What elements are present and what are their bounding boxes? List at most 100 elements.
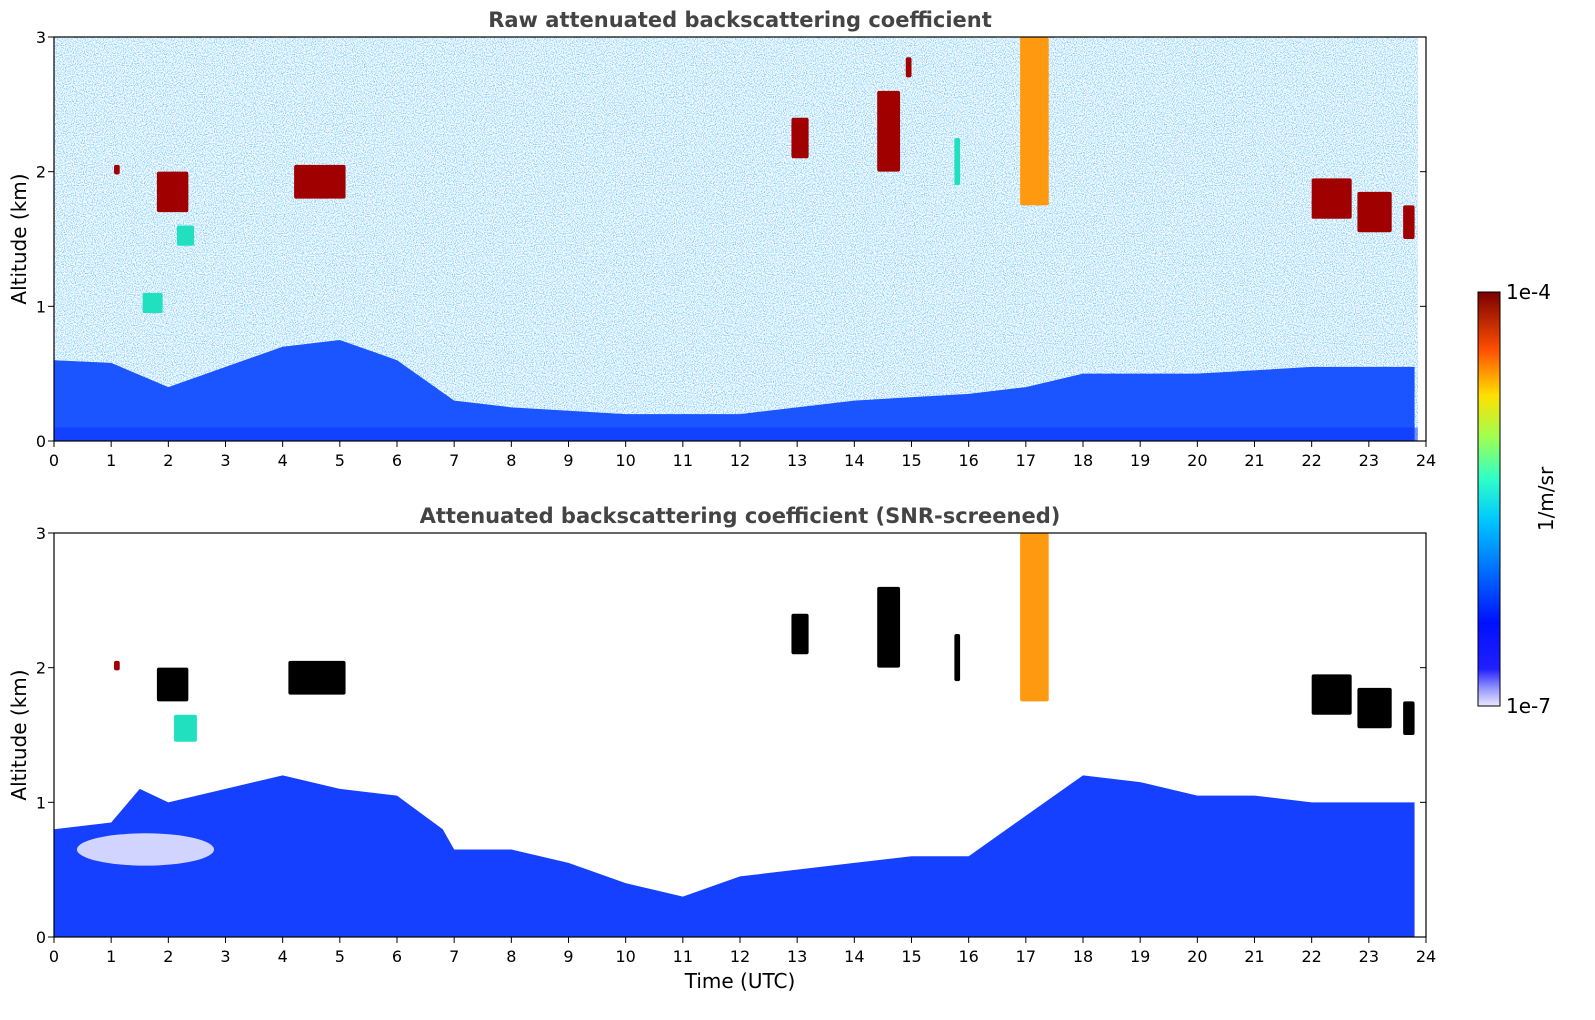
boundary-layer <box>54 340 1415 441</box>
cloud-feature <box>877 90 901 172</box>
x-tick-label: 0 <box>49 451 59 470</box>
x-tick-label: 22 <box>1301 947 1321 966</box>
x-tick-label: 19 <box>1130 451 1150 470</box>
colorbar-max-label: 1e-4 <box>1506 280 1551 304</box>
x-tick-label: 14 <box>844 947 864 966</box>
panel-screened-xlabel: Time (UTC) <box>684 969 796 993</box>
x-tick-label: 8 <box>506 451 516 470</box>
x-tick-label: 17 <box>1016 451 1036 470</box>
x-tick-label: 12 <box>730 947 750 966</box>
panel-raw: Raw attenuated backscattering coefficien… <box>7 8 1436 470</box>
x-tick-label: 20 <box>1187 947 1207 966</box>
x-tick-label: 8 <box>506 947 516 966</box>
x-tick-label: 4 <box>278 947 288 966</box>
cloud-feature <box>791 117 809 159</box>
x-tick-label: 6 <box>392 947 402 966</box>
panel-raw-x-ticks: 0 1 2 3 4 5 6 7 8 9 10 11 12 13 14 15 16 17 18 19 20 21 22 23 24 <box>49 441 1436 470</box>
y-tick-label: 3 <box>36 524 46 543</box>
cloud-feature <box>1020 533 1049 702</box>
colorbar: 1e-4 1e-7 1/m/sr <box>1477 280 1558 718</box>
x-tick-label: 21 <box>1244 451 1264 470</box>
x-tick-label: 22 <box>1301 451 1321 470</box>
cloud-feature <box>954 634 961 682</box>
cloud-feature <box>1311 178 1352 219</box>
cloud-feature <box>1403 205 1415 239</box>
x-tick-label: 19 <box>1130 947 1150 966</box>
cloud-feature <box>954 138 961 186</box>
panel-raw-y-ticks: 0 1 2 3 <box>36 28 1426 451</box>
cloud-feature <box>142 292 163 314</box>
cloud-feature <box>156 171 189 213</box>
y-tick-label: 3 <box>36 28 46 47</box>
x-tick-label: 16 <box>958 947 978 966</box>
x-tick-label: 18 <box>1073 947 1093 966</box>
y-tick-label: 0 <box>36 928 46 947</box>
colorbar-min-label: 1e-7 <box>1506 694 1551 718</box>
x-tick-label: 16 <box>958 451 978 470</box>
cloud-feature <box>1357 687 1392 729</box>
y-tick-label: 2 <box>36 163 46 182</box>
x-tick-label: 4 <box>278 451 288 470</box>
cloud-feature <box>1357 191 1392 233</box>
y-tick-label: 1 <box>36 793 46 812</box>
x-tick-label: 5 <box>335 451 345 470</box>
residual-layer <box>76 833 215 866</box>
x-tick-label: 12 <box>730 451 750 470</box>
cloud-feature <box>156 667 189 702</box>
x-tick-label: 20 <box>1187 451 1207 470</box>
panel-screened-ylabel: Altitude (km) <box>7 669 31 800</box>
cloud-feature <box>1403 701 1415 735</box>
cloud-feature <box>1020 37 1049 206</box>
surface-layer <box>54 427 1418 441</box>
y-tick-label: 1 <box>36 297 46 316</box>
y-tick-label: 2 <box>36 659 46 678</box>
x-tick-label: 2 <box>163 947 173 966</box>
panel-screened-title: Attenuated backscattering coefficient (S… <box>420 504 1061 528</box>
panel-raw-plot <box>54 37 1418 441</box>
panel-raw-title: Raw attenuated backscattering coefficien… <box>488 8 992 32</box>
panel-screened-x-ticks: 0 1 2 3 4 5 6 7 8 9 10 11 12 13 14 15 16 17 18 19 20 21 22 23 24 <box>49 937 1436 966</box>
cloud-feature <box>294 164 346 199</box>
x-tick-label: 15 <box>901 947 921 966</box>
x-tick-label: 10 <box>615 947 635 966</box>
cloud-feature <box>288 660 346 695</box>
x-tick-label: 11 <box>673 947 693 966</box>
x-tick-label: 1 <box>106 451 116 470</box>
cloud-feature <box>114 660 120 671</box>
x-tick-label: 9 <box>563 947 573 966</box>
cloud-feature <box>791 613 809 655</box>
cloud-feature <box>174 714 197 742</box>
x-tick-label: 17 <box>1016 947 1036 966</box>
cloud-feature <box>114 164 120 175</box>
x-tick-label: 1 <box>106 947 116 966</box>
x-tick-label: 5 <box>335 947 345 966</box>
x-tick-label: 3 <box>220 947 230 966</box>
x-tick-label: 24 <box>1416 451 1436 470</box>
x-tick-label: 23 <box>1359 947 1379 966</box>
panel-raw-ylabel: Altitude (km) <box>7 173 31 304</box>
panel-screened-y-ticks: 0 1 2 3 <box>36 524 1426 947</box>
panel-screened-plot <box>54 533 1415 937</box>
x-tick-label: 13 <box>787 947 807 966</box>
x-tick-label: 9 <box>563 451 573 470</box>
x-tick-label: 0 <box>49 947 59 966</box>
y-tick-label: 0 <box>36 432 46 451</box>
x-tick-label: 13 <box>787 451 807 470</box>
panel-screened: Attenuated backscattering coefficient (S… <box>7 504 1436 993</box>
x-tick-label: 24 <box>1416 947 1436 966</box>
x-tick-label: 10 <box>615 451 635 470</box>
x-tick-label: 21 <box>1244 947 1264 966</box>
x-tick-label: 18 <box>1073 451 1093 470</box>
x-tick-label: 14 <box>844 451 864 470</box>
x-tick-label: 6 <box>392 451 402 470</box>
colorbar-gradient <box>1477 291 1501 707</box>
x-tick-label: 7 <box>449 947 459 966</box>
x-tick-label: 15 <box>901 451 921 470</box>
cloud-feature <box>176 225 195 246</box>
screened-layer <box>54 775 1415 937</box>
x-tick-label: 3 <box>220 451 230 470</box>
cloud-feature <box>877 586 901 668</box>
x-tick-label: 23 <box>1359 451 1379 470</box>
x-tick-label: 7 <box>449 451 459 470</box>
